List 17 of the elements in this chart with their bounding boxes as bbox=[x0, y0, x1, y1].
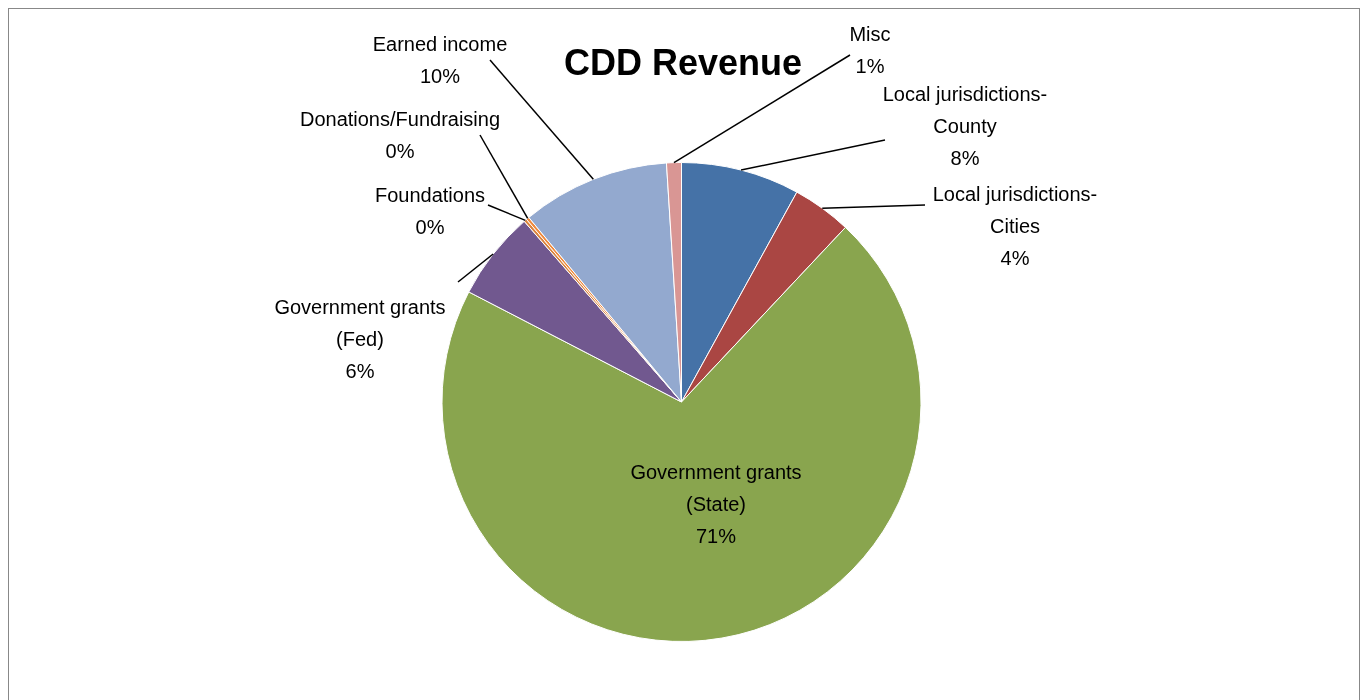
text: CDD Revenue bbox=[563, 41, 803, 83]
slice-label: Misc bbox=[849, 22, 891, 45]
data-label: 0% bbox=[385, 139, 415, 162]
data-label: 6% bbox=[345, 359, 375, 382]
slice-label: Donations/Fundraising bbox=[299, 107, 501, 130]
slice-label: Foundations bbox=[374, 183, 486, 206]
slice-label: Local jurisdictions-Cities bbox=[932, 182, 1098, 237]
slice-label: Government grants (State) bbox=[630, 460, 802, 515]
data-label: 71% bbox=[695, 524, 737, 547]
data-label: 4% bbox=[1000, 246, 1030, 269]
slice-label: Earned income bbox=[372, 32, 508, 55]
data-label: 10% bbox=[419, 64, 461, 87]
slice-label: Local jurisdictions-County bbox=[882, 82, 1048, 137]
data-label: 0% bbox=[415, 215, 445, 238]
data-label: 8% bbox=[950, 146, 980, 169]
slice-label: Government grants (Fed) bbox=[274, 295, 446, 350]
data-label: 1% bbox=[855, 54, 885, 77]
